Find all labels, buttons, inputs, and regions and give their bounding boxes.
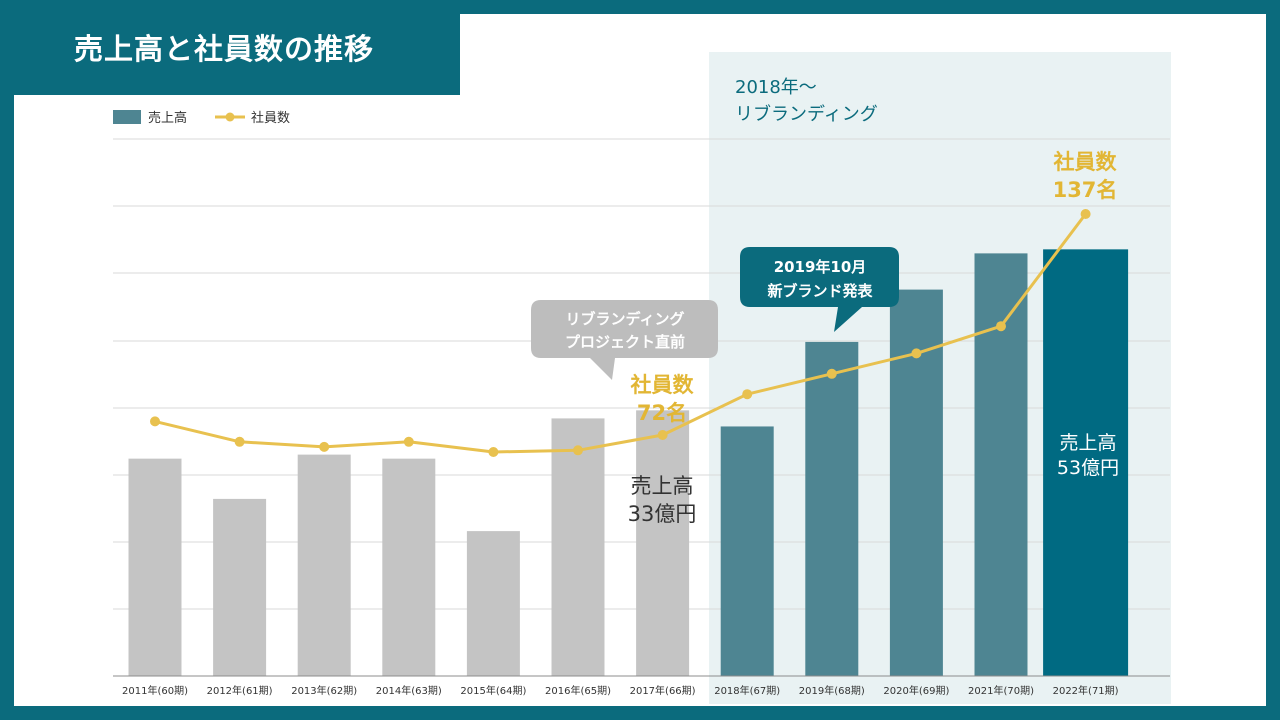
- callout-teal-bubble: [740, 247, 899, 332]
- callout-gray-line1: リブランディング: [566, 310, 685, 328]
- sales-bar: [297, 454, 351, 676]
- callout-teal-line1: 2019年10月: [774, 258, 867, 276]
- x-tick-label: 2022年(71期): [1053, 684, 1119, 697]
- x-tick-label: 2019年(68期): [799, 684, 865, 697]
- sales-2017-label: 売上高: [631, 474, 694, 498]
- employee-point: [911, 348, 922, 359]
- bar-series: [128, 249, 1129, 676]
- sales-2022-label: 売上高: [1059, 432, 1116, 454]
- employee-point: [403, 436, 414, 447]
- x-tick-label: 2012年(61期): [207, 684, 273, 697]
- rebrand-label-line2: リブランディング: [735, 103, 878, 125]
- employee-point: [657, 430, 668, 440]
- employee-point: [234, 436, 245, 447]
- employee-point: [996, 321, 1006, 332]
- sales-2022-value: 53億円: [1057, 457, 1119, 479]
- legend-line-marker: [225, 112, 235, 122]
- employees-2022-value: 137名: [1053, 178, 1118, 202]
- callout-gray: リブランディング プロジェクト直前: [531, 300, 718, 380]
- title-banner: 売上高と社員数の推移: [0, 0, 460, 95]
- employee-point: [488, 447, 499, 457]
- employees-2017-label: 社員数: [630, 373, 695, 397]
- callout-gray-line2: プロジェクト直前: [565, 333, 685, 351]
- sales-2017-value: 33億円: [628, 502, 697, 526]
- legend-bar-swatch: [113, 110, 141, 124]
- sales-bar: [382, 458, 436, 676]
- x-tick-label: 2018年(67期): [714, 684, 780, 697]
- employee-line: [154, 213, 1087, 454]
- x-tick-label: 2017年(66期): [630, 684, 696, 697]
- employees-2017-value: 72名: [637, 401, 687, 425]
- employee-point: [742, 389, 753, 400]
- sales-bar: [805, 341, 859, 676]
- legend: 売上高 社員数: [113, 110, 290, 126]
- x-tick-label: 2015年(64期): [460, 684, 526, 697]
- x-tick-label: 2021年(70期): [968, 684, 1034, 697]
- employee-point: [319, 441, 330, 452]
- employee-point: [573, 445, 583, 456]
- sales-bar: [213, 498, 267, 676]
- page-title: 売上高と社員数の推移: [74, 32, 375, 66]
- sales-bar: [974, 253, 1028, 676]
- sales-bar: [720, 426, 774, 676]
- employees-2022-label: 社員数: [1053, 150, 1118, 174]
- sales-bar: [1043, 249, 1129, 676]
- callout-gray-bubble: [531, 300, 718, 380]
- x-tick-label: 2020年(69期): [883, 684, 949, 697]
- employee-point: [150, 416, 160, 427]
- x-tick-label: 2014年(63期): [376, 684, 442, 697]
- sales-bar: [636, 410, 690, 676]
- x-tick-label: 2011年(60期): [122, 684, 188, 697]
- sales-bar: [466, 531, 520, 676]
- x-tick-labels: 2011年(60期) 2012年(61期) 2013年(62期) 2014年(63期)…: [122, 684, 1119, 697]
- callout-teal-line2: 新ブランド発表: [767, 282, 873, 300]
- x-tick-label: 2013年(62期): [291, 684, 357, 697]
- rebrand-label-line1: 2018年～: [735, 77, 817, 98]
- callout-teal: 2019年10月 新ブランド発表: [740, 247, 899, 332]
- employee-point: [1080, 209, 1091, 219]
- legend-bar-label: 売上高: [148, 110, 187, 126]
- employee-point: [826, 368, 837, 379]
- sales-bar: [128, 458, 182, 676]
- sales-bar: [551, 418, 605, 676]
- line-points: [150, 209, 1091, 457]
- x-tick-label: 2016年(65期): [545, 684, 611, 697]
- legend-line-label: 社員数: [251, 110, 290, 126]
